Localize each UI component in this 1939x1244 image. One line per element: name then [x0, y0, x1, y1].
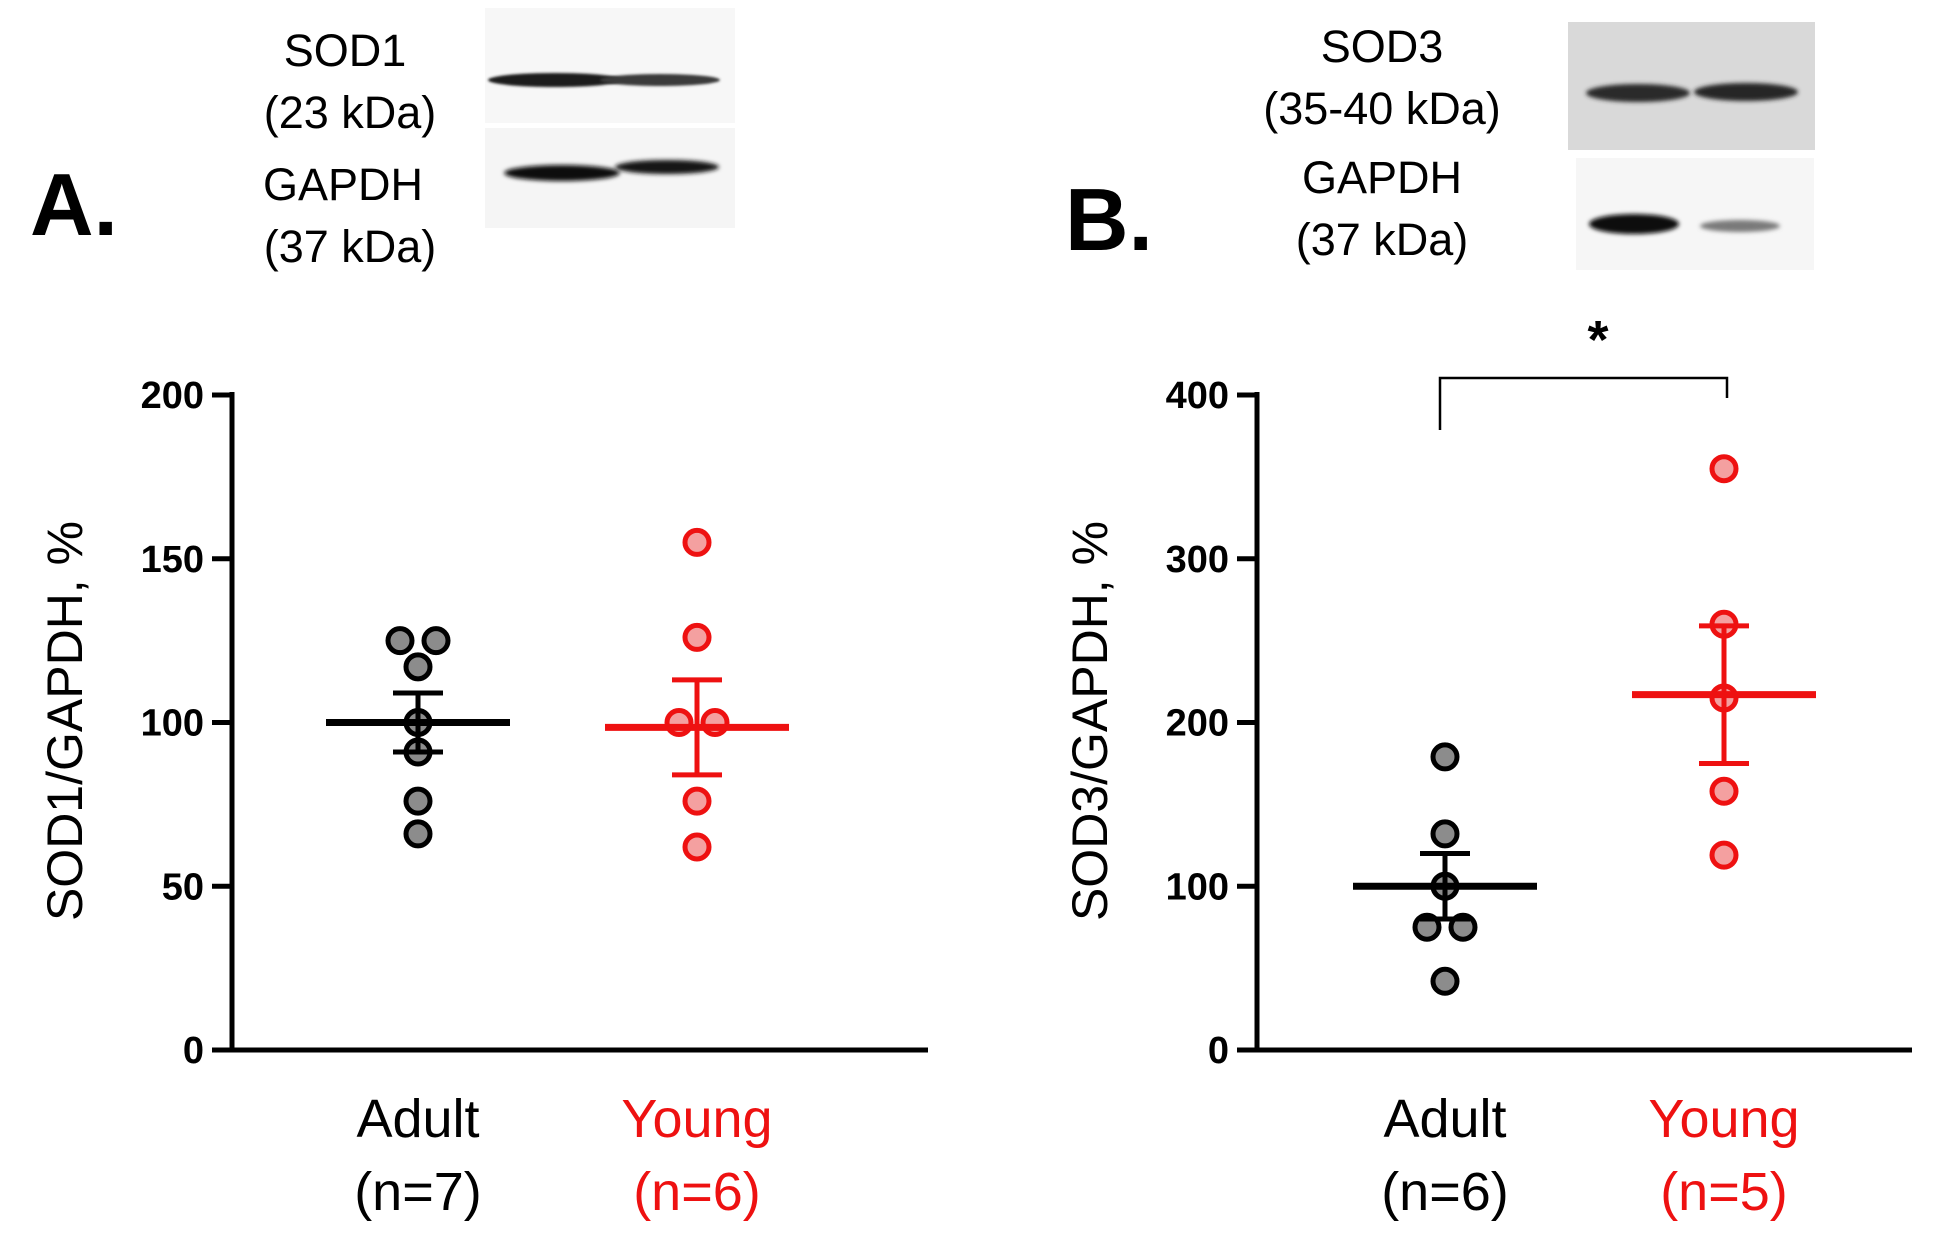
panel-a-blot-target-label: SOD1 — [284, 25, 407, 76]
panel-a-adult-point — [403, 786, 433, 816]
panel-a-y-axis-label: SOD1/GAPDH, % — [37, 521, 93, 921]
panel-b-y-tick-label: 100 — [1166, 866, 1229, 908]
panel-b-plot — [1353, 454, 1816, 996]
panel-b-young-point — [1709, 454, 1739, 484]
panel-a-blot-image — [485, 8, 735, 228]
panel-a-young-point — [682, 832, 712, 862]
panel-a-letter: A. — [30, 155, 118, 254]
panel-a-y-tick-label: 200 — [141, 375, 204, 417]
panel-b: B. SOD3 (35-40 kDa) GAPDH (37 kDa) SOD3/… — [1062, 21, 1912, 1222]
panel-b-y-ticks: 0 100 200 300 400 — [1166, 375, 1257, 1072]
panel-b-letter: B. — [1065, 170, 1153, 269]
panel-b-adult-point — [1430, 966, 1460, 996]
panel-a-adult-point — [403, 819, 433, 849]
panel-a-adult-point — [421, 626, 451, 656]
panel-b-group-adult-label: Adult — [1383, 1089, 1506, 1149]
panel-b-blot-target-label: SOD3 — [1321, 21, 1444, 72]
significance-star: * — [1587, 310, 1608, 370]
panel-b-group-adult-n: (n=6) — [1381, 1162, 1509, 1222]
panel-b-group-young-label: Young — [1648, 1089, 1799, 1149]
panel-a-young-point — [682, 786, 712, 816]
panel-a-y-tick-label: 150 — [141, 539, 204, 581]
panel-a-young-point — [682, 622, 712, 652]
panel-a-group-adult-n: (n=7) — [354, 1162, 482, 1222]
panel-a-adult-point — [385, 626, 415, 656]
panel-a-blot-target-kda: (23 kDa) — [264, 87, 437, 138]
panel-a-group-adult-label: Adult — [356, 1089, 479, 1149]
panel-b-y-tick-label: 400 — [1166, 375, 1229, 417]
panel-a-group-young-label: Young — [621, 1089, 772, 1149]
panel-a: A. SOD1 (23 kDa) GAPDH (37 kDa) SOD1/GAP… — [30, 8, 928, 1222]
panel-b-y-tick-label: 0 — [1208, 1030, 1229, 1072]
panel-a-plot — [326, 527, 789, 862]
panel-b-adult-point — [1430, 819, 1460, 849]
panel-a-y-tick-label: 50 — [162, 866, 204, 908]
panel-a-y-tick-label: 0 — [183, 1030, 204, 1072]
panel-b-adult-point — [1430, 742, 1460, 772]
panel-a-blot-control-label: GAPDH — [263, 159, 423, 210]
panel-b-blot-control-label: GAPDH — [1302, 152, 1462, 203]
panel-b-group-young-n: (n=5) — [1660, 1162, 1788, 1222]
panel-b-young-point — [1709, 840, 1739, 870]
panel-a-blot-control-kda: (37 kDa) — [264, 221, 437, 272]
panel-a-y-ticks: 0 50 100 150 200 — [141, 375, 232, 1072]
significance-bracket — [1438, 376, 1729, 430]
panel-a-young-point — [682, 527, 712, 557]
panel-a-adult-point — [403, 652, 433, 682]
panel-b-blot-control-kda: (37 kDa) — [1296, 214, 1469, 265]
panel-b-blot-image — [1568, 22, 1815, 270]
panel-b-y-axis-label: SOD3/GAPDH, % — [1062, 521, 1118, 921]
panel-b-young-point — [1709, 776, 1739, 806]
panel-a-group-young-n: (n=6) — [633, 1162, 761, 1222]
panel-b-y-tick-label: 200 — [1166, 703, 1229, 745]
panel-b-blot-target-kda: (35-40 kDa) — [1263, 83, 1501, 134]
panel-a-y-tick-label: 100 — [141, 703, 204, 745]
panel-b-y-tick-label: 300 — [1166, 539, 1229, 581]
